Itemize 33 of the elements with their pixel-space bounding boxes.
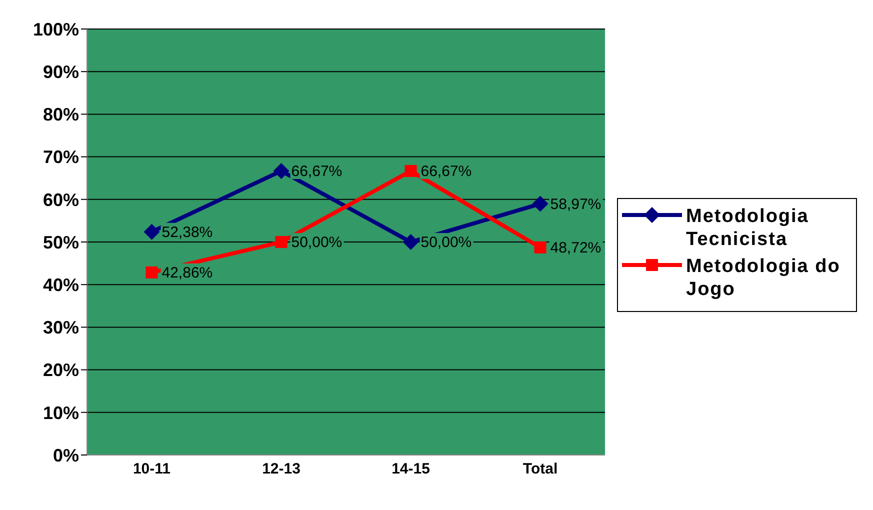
y-tick-label: 40%	[42, 274, 79, 295]
y-tick-label: 60%	[42, 190, 79, 210]
y-tick-label: 80%	[42, 104, 79, 125]
y-tick-label: 100%	[32, 19, 79, 40]
point	[273, 162, 290, 179]
data-label: 50,00%	[420, 234, 472, 251]
data-label: 48,72%	[550, 239, 602, 256]
data-label: 50,00%	[291, 234, 342, 251]
x-tick-label: 10-11	[132, 460, 171, 478]
legend-label: Metodologia do Jogo	[686, 255, 842, 301]
point	[532, 196, 548, 212]
data-label: 58,97%	[550, 196, 602, 213]
y-tick-label: 20%	[42, 360, 79, 380]
x-tick-label: 12-13	[262, 460, 300, 478]
x-tick-label: 14-15	[392, 460, 430, 478]
y-tick-label: 50%	[42, 232, 79, 252]
data-label: 52,38%	[162, 224, 213, 241]
x-tick-label: Total	[522, 460, 558, 478]
y-tick-label: 70%	[42, 147, 79, 168]
point	[144, 224, 160, 240]
data-label: 66,67%	[291, 162, 342, 180]
y-tick-label: 10%	[42, 402, 79, 423]
point	[402, 234, 419, 250]
data-label: 42,86%	[162, 264, 213, 282]
legend-label: Metodologia Tecnicista	[686, 205, 810, 251]
y-tick-label: 30%	[42, 318, 79, 338]
y-tick-label: 0%	[52, 445, 79, 466]
point	[404, 164, 417, 177]
point	[146, 266, 158, 278]
y-tick-label: 90%	[42, 62, 79, 82]
data-label: 66,67%	[420, 162, 472, 180]
point	[534, 241, 546, 254]
point	[275, 236, 288, 248]
